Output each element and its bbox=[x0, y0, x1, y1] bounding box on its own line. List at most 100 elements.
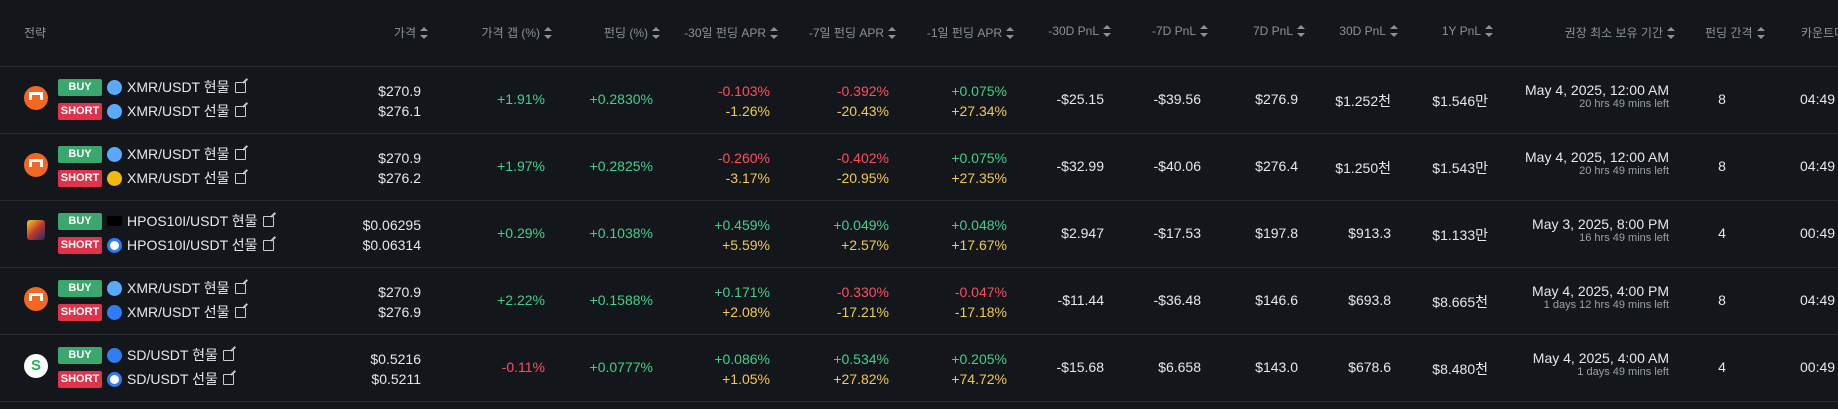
hold-period: May 3, 2025, 8:00 PM 16 hrs 49 mins left bbox=[1532, 216, 1669, 244]
price-gap: -0.11% bbox=[501, 359, 545, 375]
table-row[interactable]: BUY XMR/USDT 현물 SHORT XMR/USDT 선물 $270.9… bbox=[0, 134, 1838, 201]
external-link-icon[interactable] bbox=[234, 306, 246, 318]
monero-icon bbox=[24, 153, 48, 177]
pnl7: $276.4 bbox=[1255, 158, 1298, 174]
countdown: 04:49 bbox=[1800, 292, 1836, 308]
header-interval[interactable]: 펀딩 간격 bbox=[1705, 24, 1765, 41]
buy-badge: BUY bbox=[58, 346, 102, 364]
header-pnl7-minus[interactable]: -7D PnL bbox=[1152, 24, 1208, 38]
futures-leg: SHORT SD/USDT 선물 bbox=[58, 369, 234, 389]
pnl7-minus: -$17.53 bbox=[1153, 225, 1201, 241]
apr30-rate: -0.260% bbox=[717, 150, 770, 166]
table-row[interactable]: BUY SD/USDT 현물 SHORT SD/USDT 선물 $0.5216 … bbox=[0, 335, 1838, 402]
pnl30: $693.8 bbox=[1348, 292, 1391, 308]
external-link-icon[interactable] bbox=[234, 105, 246, 117]
table-row[interactable]: BUY XMR/USDT 현물 SHORT XMR/USDT 선물 $270.9… bbox=[0, 268, 1838, 335]
apr1-rate: -0.047% bbox=[954, 284, 1007, 300]
sort-icon bbox=[1297, 25, 1305, 37]
apr1-cell: +0.075% +27.34% bbox=[951, 81, 1007, 121]
header-hold-period[interactable]: 권장 최소 보유 기간 bbox=[1565, 24, 1675, 41]
apr30-annual: +5.59% bbox=[722, 237, 770, 253]
external-link-icon[interactable] bbox=[262, 215, 274, 227]
pnl1y: $1.543만 bbox=[1432, 160, 1488, 176]
hpos10i-icon bbox=[27, 220, 45, 240]
external-link-icon[interactable] bbox=[222, 373, 234, 385]
pnl7: $143.0 bbox=[1255, 359, 1298, 375]
header-price[interactable]: 가격 bbox=[394, 24, 428, 41]
pnl7-minus: -$39.56 bbox=[1153, 91, 1201, 107]
countdown: 04:49 bbox=[1800, 158, 1836, 174]
header-funding[interactable]: 펀딩 (%) bbox=[604, 24, 660, 41]
spot-leg: BUY SD/USDT 현물 bbox=[58, 345, 234, 365]
pnl30: $678.6 bbox=[1348, 359, 1391, 375]
external-link-icon[interactable] bbox=[262, 239, 274, 251]
short-badge: SHORT bbox=[58, 236, 102, 254]
external-link-icon[interactable] bbox=[234, 81, 246, 93]
spot-pair-label: HPOS10I/USDT 현물 bbox=[127, 213, 258, 229]
header-countdown[interactable]: 카운트다 bbox=[1801, 26, 1838, 40]
spot-price: $270.9 bbox=[378, 83, 421, 99]
header-pnl1y[interactable]: 1Y PnL bbox=[1442, 24, 1493, 38]
price-cell: $270.9 $276.9 bbox=[378, 282, 421, 322]
funding-interval: 8 bbox=[1718, 292, 1726, 308]
sort-icon bbox=[888, 26, 896, 39]
external-link-icon[interactable] bbox=[222, 349, 234, 361]
external-link-icon[interactable] bbox=[234, 282, 246, 294]
futures-price: $276.2 bbox=[378, 170, 421, 186]
funding-interval: 4 bbox=[1718, 359, 1726, 375]
futures-pair-label: XMR/USDT 선물 bbox=[127, 304, 230, 320]
pnl1y: $8.665천 bbox=[1432, 294, 1488, 310]
sort-icon bbox=[1485, 25, 1493, 37]
apr7-rate: +0.049% bbox=[833, 217, 889, 233]
futures-pair-label: HPOS10I/USDT 선물 bbox=[127, 237, 258, 253]
header-pnl7[interactable]: 7D PnL bbox=[1253, 24, 1305, 38]
spot-leg: BUY XMR/USDT 현물 bbox=[58, 144, 246, 164]
header-pnl30-minus[interactable]: -30D PnL bbox=[1048, 24, 1111, 38]
spot-leg: BUY XMR/USDT 현물 bbox=[58, 77, 246, 97]
black-exchange-icon bbox=[107, 216, 122, 226]
sort-icon bbox=[770, 26, 778, 39]
header-apr1[interactable]: -1일 펀딩 APR bbox=[927, 24, 1014, 41]
sort-icon bbox=[1200, 25, 1208, 37]
price-gap: +1.97% bbox=[497, 158, 545, 174]
sort-icon bbox=[1667, 26, 1675, 39]
header-apr7[interactable]: -7일 펀딩 APR bbox=[809, 24, 896, 41]
apr30-annual: +1.05% bbox=[722, 371, 770, 387]
apr7-rate: -0.330% bbox=[836, 284, 889, 300]
apr1-rate: +0.075% bbox=[951, 150, 1007, 166]
futures-price: $0.5211 bbox=[371, 371, 421, 387]
apr1-cell: +0.205% +74.72% bbox=[951, 349, 1007, 389]
header-apr30[interactable]: -30일 펀딩 APR bbox=[684, 24, 778, 41]
pnl30: $913.3 bbox=[1348, 225, 1391, 241]
apr30-annual: -1.26% bbox=[725, 103, 770, 119]
apr30-rate: +0.459% bbox=[714, 217, 770, 233]
price-gap: +2.22% bbox=[497, 292, 545, 308]
buy-badge: BUY bbox=[58, 279, 102, 297]
hold-time-left: 1 days 12 hrs 49 mins left bbox=[1543, 299, 1669, 311]
apr1-cell: +0.075% +27.35% bbox=[951, 148, 1007, 188]
table-row[interactable]: BUY HPOS10I/USDT 현물 SHORT HPOS10I/USDT 선… bbox=[0, 201, 1838, 268]
funding-rate: +0.0777% bbox=[589, 359, 653, 375]
pnl7-minus: -$40.06 bbox=[1153, 158, 1201, 174]
apr7-annual: +2.57% bbox=[841, 237, 889, 253]
apr30-annual: -3.17% bbox=[725, 170, 770, 186]
apr7-rate: +0.534% bbox=[833, 351, 889, 367]
external-link-icon[interactable] bbox=[234, 148, 246, 160]
pnl7: $146.6 bbox=[1255, 292, 1298, 308]
external-link-icon[interactable] bbox=[234, 172, 246, 184]
header-pnl30[interactable]: 30D PnL bbox=[1339, 24, 1398, 38]
hold-date: May 4, 2025, 4:00 AM bbox=[1532, 350, 1669, 366]
buy-badge: BUY bbox=[58, 212, 102, 230]
apr30-cell: -0.260% -3.17% bbox=[718, 148, 770, 188]
pnl7: $276.9 bbox=[1255, 91, 1298, 107]
header-gap[interactable]: 가격 갭 (%) bbox=[482, 24, 552, 41]
pnl1y: $1.133만 bbox=[1432, 227, 1488, 243]
funding-interval: 8 bbox=[1718, 91, 1726, 107]
apr30-rate: -0.103% bbox=[717, 83, 770, 99]
cloud-exchange-icon bbox=[107, 280, 122, 296]
table-row[interactable]: BUY XMR/USDT 현물 SHORT XMR/USDT 선물 $270.9… bbox=[0, 67, 1838, 134]
apr30-rate: +0.086% bbox=[714, 351, 770, 367]
apr1-annual: +74.72% bbox=[951, 371, 1007, 387]
sort-icon bbox=[652, 26, 660, 39]
